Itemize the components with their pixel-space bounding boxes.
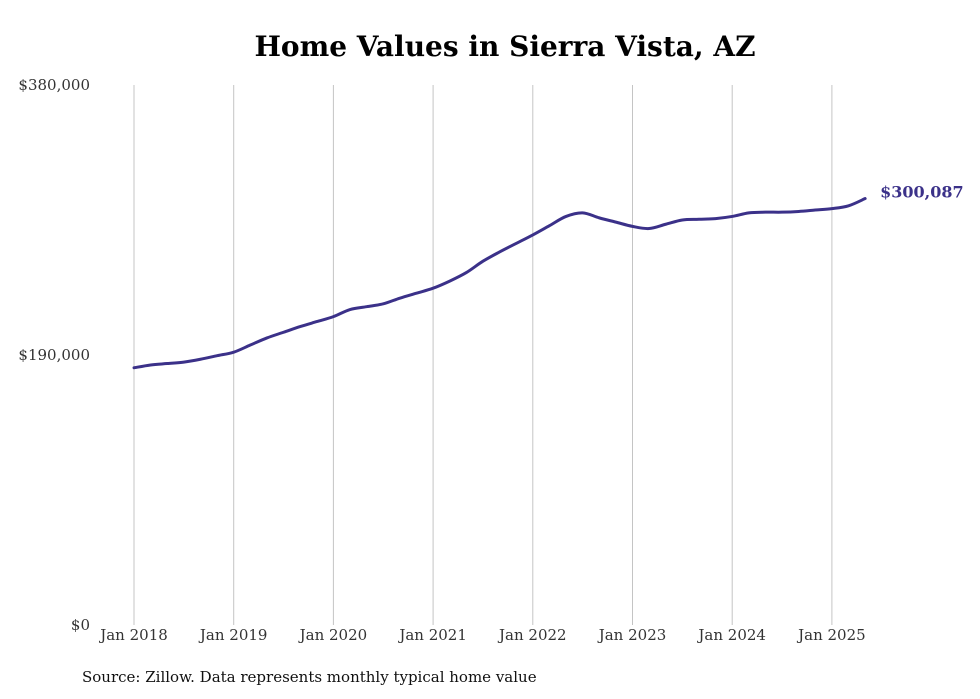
x-axis: Jan 2018 Jan 2019 Jan 2020 Jan 2021 Jan 2022… — [98, 626, 865, 644]
y-tick-label: $190,000 — [18, 346, 90, 364]
x-tick-label: Jan 2024 — [696, 626, 766, 644]
end-value-label: $300,087 — [880, 183, 964, 202]
x-tick-label: Jan 2021 — [397, 626, 467, 644]
y-axis: $0 $190,000 $380,000 — [18, 76, 90, 634]
series-line — [132, 197, 867, 370]
y-tick-label: $380,000 — [18, 76, 90, 94]
x-tick-label: Jan 2022 — [497, 626, 567, 644]
x-tick-label: Jan 2023 — [597, 626, 667, 644]
grid-layer — [133, 85, 833, 625]
x-tick-label: Jan 2020 — [298, 626, 368, 644]
x-tick-label: Jan 2025 — [796, 626, 866, 644]
chart-title: Home Values in Sierra Vista, AZ — [254, 30, 756, 63]
y-tick-label: $0 — [71, 616, 90, 634]
x-tick-label: Jan 2018 — [98, 626, 168, 644]
source-note: Source: Zillow. Data represents monthly … — [82, 668, 537, 686]
x-tick-label: Jan 2019 — [198, 626, 268, 644]
